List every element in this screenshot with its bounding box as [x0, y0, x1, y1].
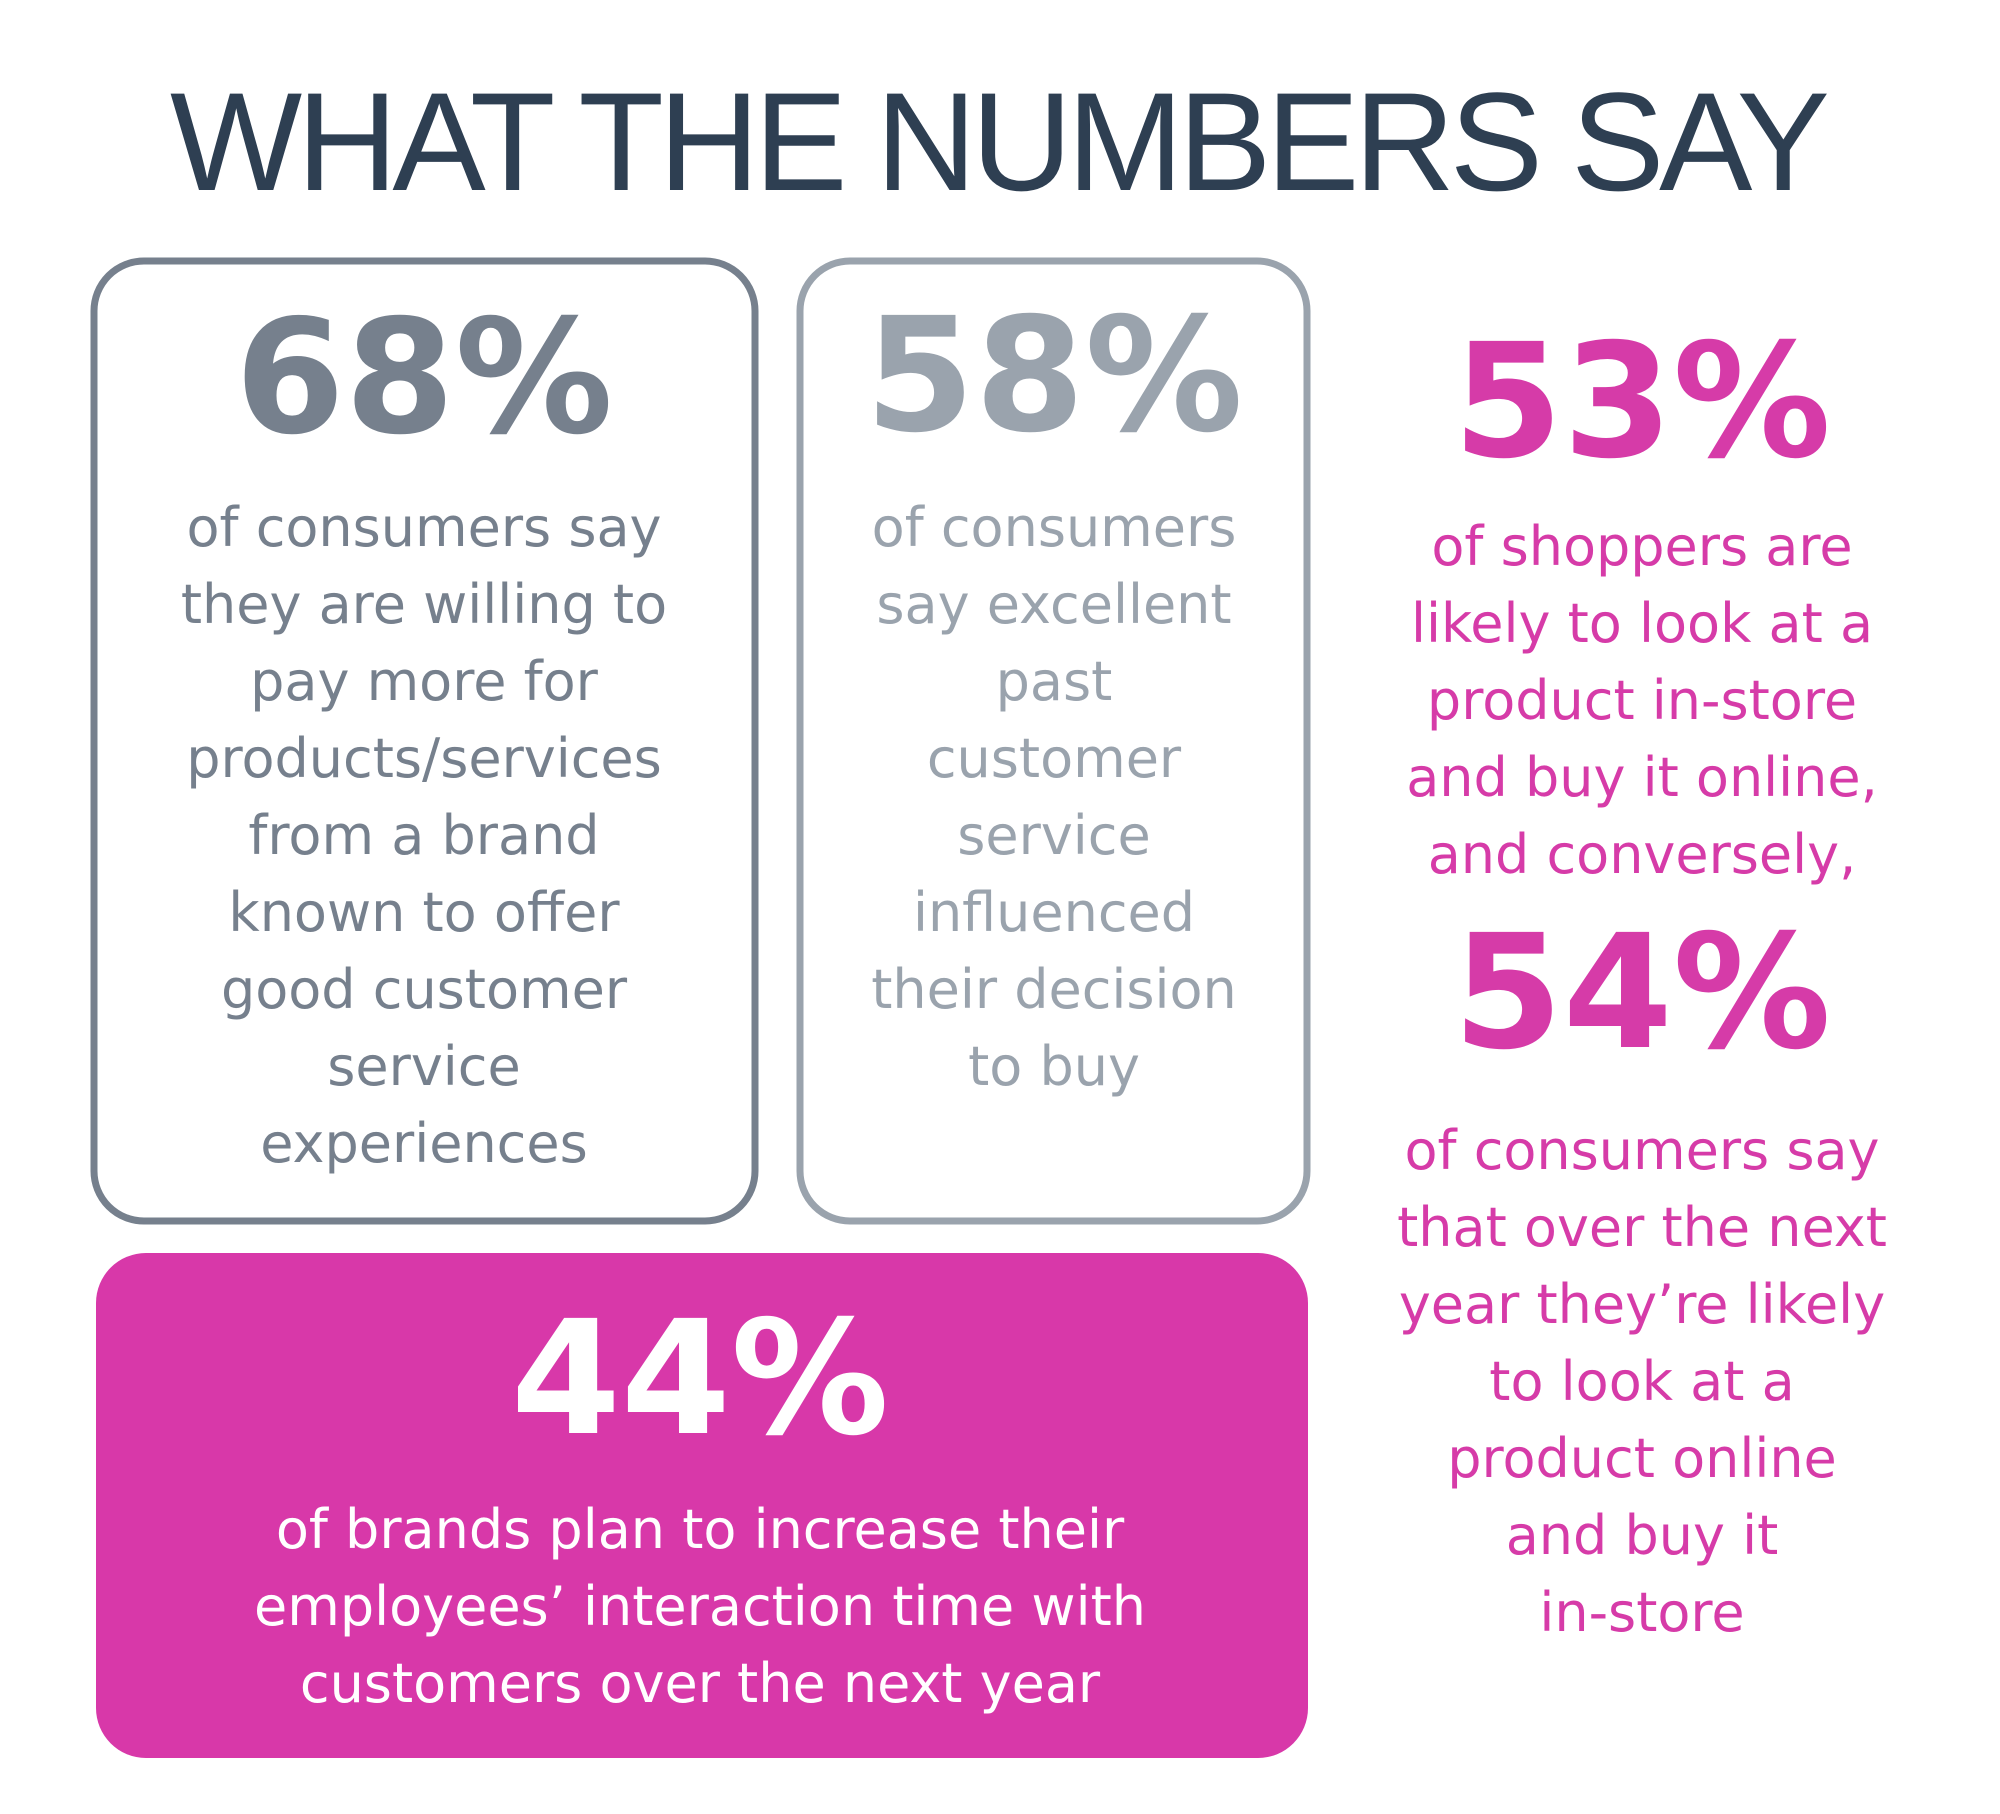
stat-description: say excellent [876, 573, 1231, 636]
stat-description: and buy it [1506, 1504, 1779, 1567]
stat-box-highlight [96, 1253, 1308, 1758]
stat-description: of consumers say [186, 496, 661, 559]
stat-value: 54% [1453, 901, 1831, 1085]
stat-description: influenced [913, 881, 1195, 944]
stat-description: product online [1447, 1427, 1837, 1490]
stat-description: customer [927, 727, 1182, 790]
stat-description: of shoppers are [1431, 515, 1852, 578]
stat-box [90, 257, 759, 1225]
stat-description: they are willing to [181, 573, 667, 636]
stat-description: service [327, 1035, 520, 1098]
stat-description: product in-store [1427, 669, 1857, 732]
stat-description: experiences [260, 1112, 587, 1175]
stat-description: to buy [968, 1035, 1140, 1098]
stat-description: year they’re likely [1399, 1273, 1885, 1336]
stat-description: service [957, 804, 1150, 867]
stat-description: of brands plan to increase their [276, 1498, 1125, 1561]
stat-description: past [996, 650, 1113, 713]
stat-description: employees’ interaction time with [254, 1575, 1146, 1638]
page-title: WHAT THE NUMBERS SAY [170, 63, 1830, 220]
stat-description: in-store [1539, 1581, 1744, 1644]
stat-description: to look at a [1489, 1350, 1794, 1413]
stat-description: from a brand [248, 804, 599, 867]
stat-value: 44% [511, 1287, 889, 1471]
stat-value: 68% [235, 286, 613, 470]
stat-description: products/services [186, 727, 662, 790]
stat-description: customers over the next year [300, 1652, 1101, 1715]
stat-description: and conversely, [1428, 823, 1857, 886]
stat-description: that over the next [1397, 1196, 1887, 1259]
stat-description: their decision [871, 958, 1237, 1021]
stat-description: known to offer [228, 881, 620, 944]
stat-description: of consumers say [1404, 1119, 1879, 1182]
stat-value: 53% [1453, 310, 1831, 494]
stat-description: likely to look at a [1411, 592, 1873, 655]
stat-description: of consumers [872, 496, 1237, 559]
stat-box [796, 257, 1311, 1225]
stat-description: pay more for [250, 650, 599, 713]
stat-value: 58% [865, 284, 1243, 468]
stat-description: good customer [221, 958, 628, 1021]
stat-description: and buy it online, [1406, 746, 1878, 809]
